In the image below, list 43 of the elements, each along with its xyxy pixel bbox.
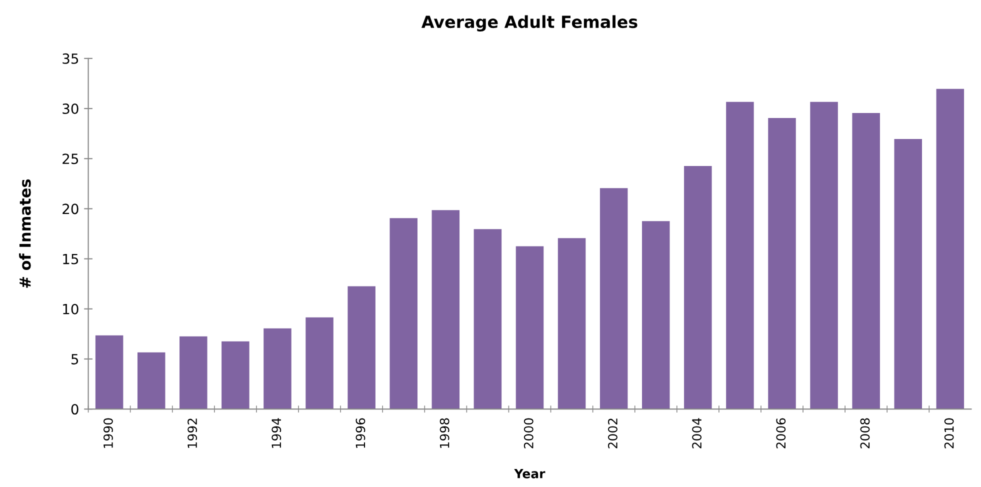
bar [641, 220, 671, 410]
y-tick-label: 30 [62, 104, 78, 114]
bar [515, 245, 544, 410]
x-tick-label: 1996 [356, 418, 366, 448]
chart-title: Average Adult Females [421, 15, 638, 32]
y-tick-label: 0 [71, 404, 78, 415]
bar [94, 334, 124, 410]
bar [557, 237, 586, 410]
x-axis-title: Year [514, 469, 546, 478]
bar [220, 340, 250, 410]
bar [893, 138, 923, 410]
bar [178, 336, 208, 410]
bar [809, 101, 839, 410]
y-tick-label: 10 [63, 304, 78, 314]
y-tick-label: 25 [62, 154, 78, 164]
y-tick-label: 35 [62, 53, 78, 64]
y-tick-label: 20 [62, 204, 78, 214]
x-tick-label: 2004 [692, 418, 702, 448]
bar [388, 217, 418, 410]
x-tick-label: 2010 [944, 418, 954, 448]
bar [851, 112, 881, 410]
bar [262, 328, 292, 410]
bar [767, 117, 797, 410]
x-tick-label: 1990 [103, 418, 113, 448]
y-axis-title: # of Inmates [19, 179, 31, 288]
x-tick-label: 2006 [776, 418, 786, 448]
x-tick-label: 1994 [272, 418, 282, 448]
bar [725, 101, 755, 410]
x-tick-label: 2008 [860, 418, 870, 448]
bar [599, 187, 629, 410]
x-tick-label: 2002 [608, 418, 618, 448]
bar [304, 316, 334, 410]
bar [683, 165, 713, 410]
bar [346, 285, 376, 410]
bar [935, 88, 965, 410]
bar [472, 228, 502, 410]
y-tick-label: 5 [71, 354, 78, 364]
bar [430, 209, 460, 410]
y-tick-label: 15 [63, 254, 78, 264]
x-tick-label: 1992 [188, 418, 198, 448]
x-tick-label: 1998 [440, 418, 450, 448]
bar [136, 352, 166, 410]
x-tick-label: 2000 [524, 418, 534, 448]
